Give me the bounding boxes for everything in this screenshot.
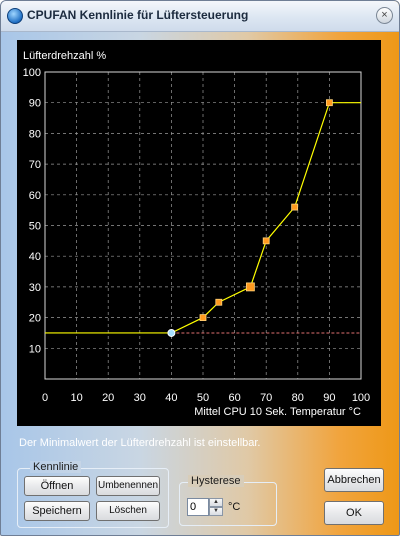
y-tick-label: 60 (29, 190, 41, 202)
hysterese-group: Hysterese (179, 475, 277, 526)
y-tick-label: 70 (29, 159, 41, 171)
spin-down-icon[interactable]: ▼ (209, 507, 223, 516)
y-tick-label: 40 (29, 251, 41, 263)
y-tick-label: 50 (29, 221, 41, 233)
fan-curve-chart-svg[interactable]: 0 10 20 30 40 50 60 70 80 90 100 10 20 30 40 50 60 70 80 90… (17, 40, 381, 426)
y-tick-label: 90 (29, 98, 41, 110)
hysterese-input[interactable]: 0 (187, 498, 209, 516)
save-button[interactable]: Speichern (24, 501, 90, 521)
kennlinie-group: Kennlinie (17, 461, 169, 528)
curve-control-point (325, 99, 333, 107)
curve-min-point (167, 328, 176, 337)
curve-control-point (245, 282, 255, 292)
y-tick-label: 30 (29, 282, 41, 294)
kennlinie-group-label: Kennlinie (30, 461, 82, 473)
hysterese-spinner: ▲ ▼ (209, 498, 223, 516)
ok-button[interactable]: OK (324, 501, 384, 525)
y-tick-label: 100 (23, 67, 41, 79)
hysterese-group-label: Hysterese (188, 475, 244, 487)
curve-control-point (291, 203, 299, 211)
window-title: CPUFAN Kennlinie für Lüftersteuerung (27, 8, 249, 22)
delete-button[interactable]: Löschen (96, 501, 160, 521)
x-tick-label: 0 (42, 392, 48, 404)
curve-control-point (262, 237, 270, 245)
x-tick-label: 90 (323, 392, 335, 404)
hysterese-unit: °C (228, 501, 241, 513)
x-tick-label: 30 (134, 392, 146, 404)
y-tick-label: 10 (29, 343, 41, 355)
x-tick-label: 10 (70, 392, 82, 404)
x-tick-label: 50 (197, 392, 209, 404)
info-text: Der Minimalwert der Lüfterdrehzahl ist e… (19, 437, 261, 449)
rename-button[interactable]: Umbenennen (96, 476, 160, 496)
plot-frame (44, 71, 362, 380)
x-tick-label: 60 (228, 392, 240, 404)
y-tick-label: 80 (29, 128, 41, 140)
x-tick-label: 40 (165, 392, 177, 404)
curve-control-point (215, 298, 223, 306)
cancel-button[interactable]: Abbrechen (324, 468, 384, 492)
x-tick-label: 100 (352, 392, 370, 404)
curve-control-point (199, 314, 207, 322)
title-bar[interactable]: CPUFAN Kennlinie für Lüftersteuerung × (1, 1, 399, 32)
x-tick-label: 70 (260, 392, 272, 404)
spin-up-icon[interactable]: ▲ (209, 498, 223, 507)
x-tick-label: 80 (292, 392, 304, 404)
x-tick-label: 20 (102, 392, 114, 404)
fan-curve-chart[interactable]: 0 10 20 30 40 50 60 70 80 90 100 10 20 30 40 50 60 70 80 90… (17, 40, 381, 426)
x-axis-title: Mittel CPU 10 Sek. Temperatur °C (194, 406, 361, 418)
close-icon[interactable]: × (376, 7, 393, 24)
y-tick-label: 20 (29, 313, 41, 325)
app-icon (7, 8, 23, 24)
y-axis-title: Lüfterdrehzahl % (23, 50, 106, 62)
open-button[interactable]: Öffnen (24, 476, 90, 496)
